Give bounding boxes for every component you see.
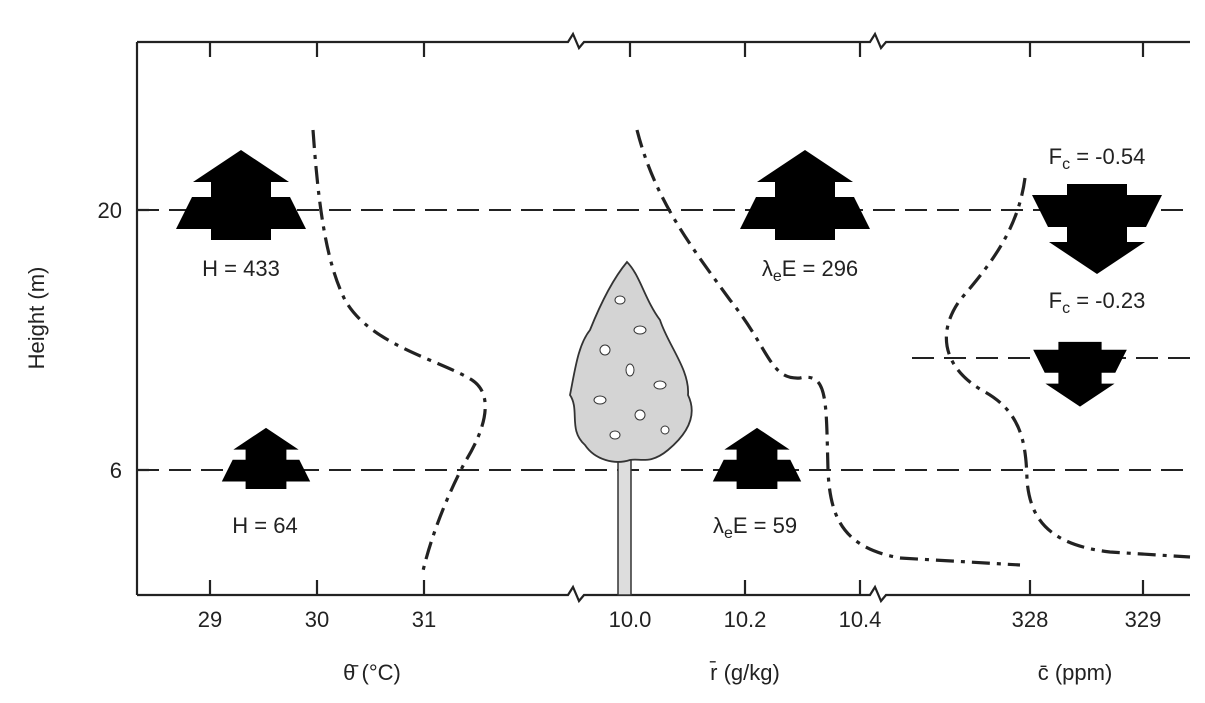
- x-tick-label: 329: [1125, 607, 1162, 632]
- x-axis-label: θ̄ (°C): [343, 660, 401, 685]
- x-tick-label: 29: [198, 607, 222, 632]
- x-tick-label: 10.0: [609, 607, 652, 632]
- figure: Height (m) 20 6 29 30 31 10.0 10.2 10.4 …: [0, 0, 1205, 698]
- y-axis-label: Height (m): [24, 267, 49, 370]
- tree: [570, 262, 692, 595]
- annotation: Fc = -0.54: [1049, 144, 1146, 173]
- x-axis-label: r̄ (g/kg): [710, 660, 780, 685]
- annotation: H = 64: [232, 513, 297, 538]
- x-axis-label: c̄ (ppm): [1038, 660, 1113, 685]
- y-tick-label: 20: [98, 198, 122, 223]
- annotation: Fc = -0.23: [1049, 288, 1146, 317]
- x-tick-label: 10.4: [839, 607, 882, 632]
- x-tick-label: 10.2: [724, 607, 767, 632]
- x-tick-label: 30: [305, 607, 329, 632]
- x-tick-label: 31: [412, 607, 436, 632]
- annotation: λeE = 59: [713, 513, 797, 542]
- annotation: λeE = 296: [762, 256, 858, 285]
- x-tick-label: 328: [1012, 607, 1049, 632]
- annotation: H = 433: [202, 256, 280, 281]
- theta-profile: [313, 130, 485, 575]
- y-tick-label: 6: [110, 458, 122, 483]
